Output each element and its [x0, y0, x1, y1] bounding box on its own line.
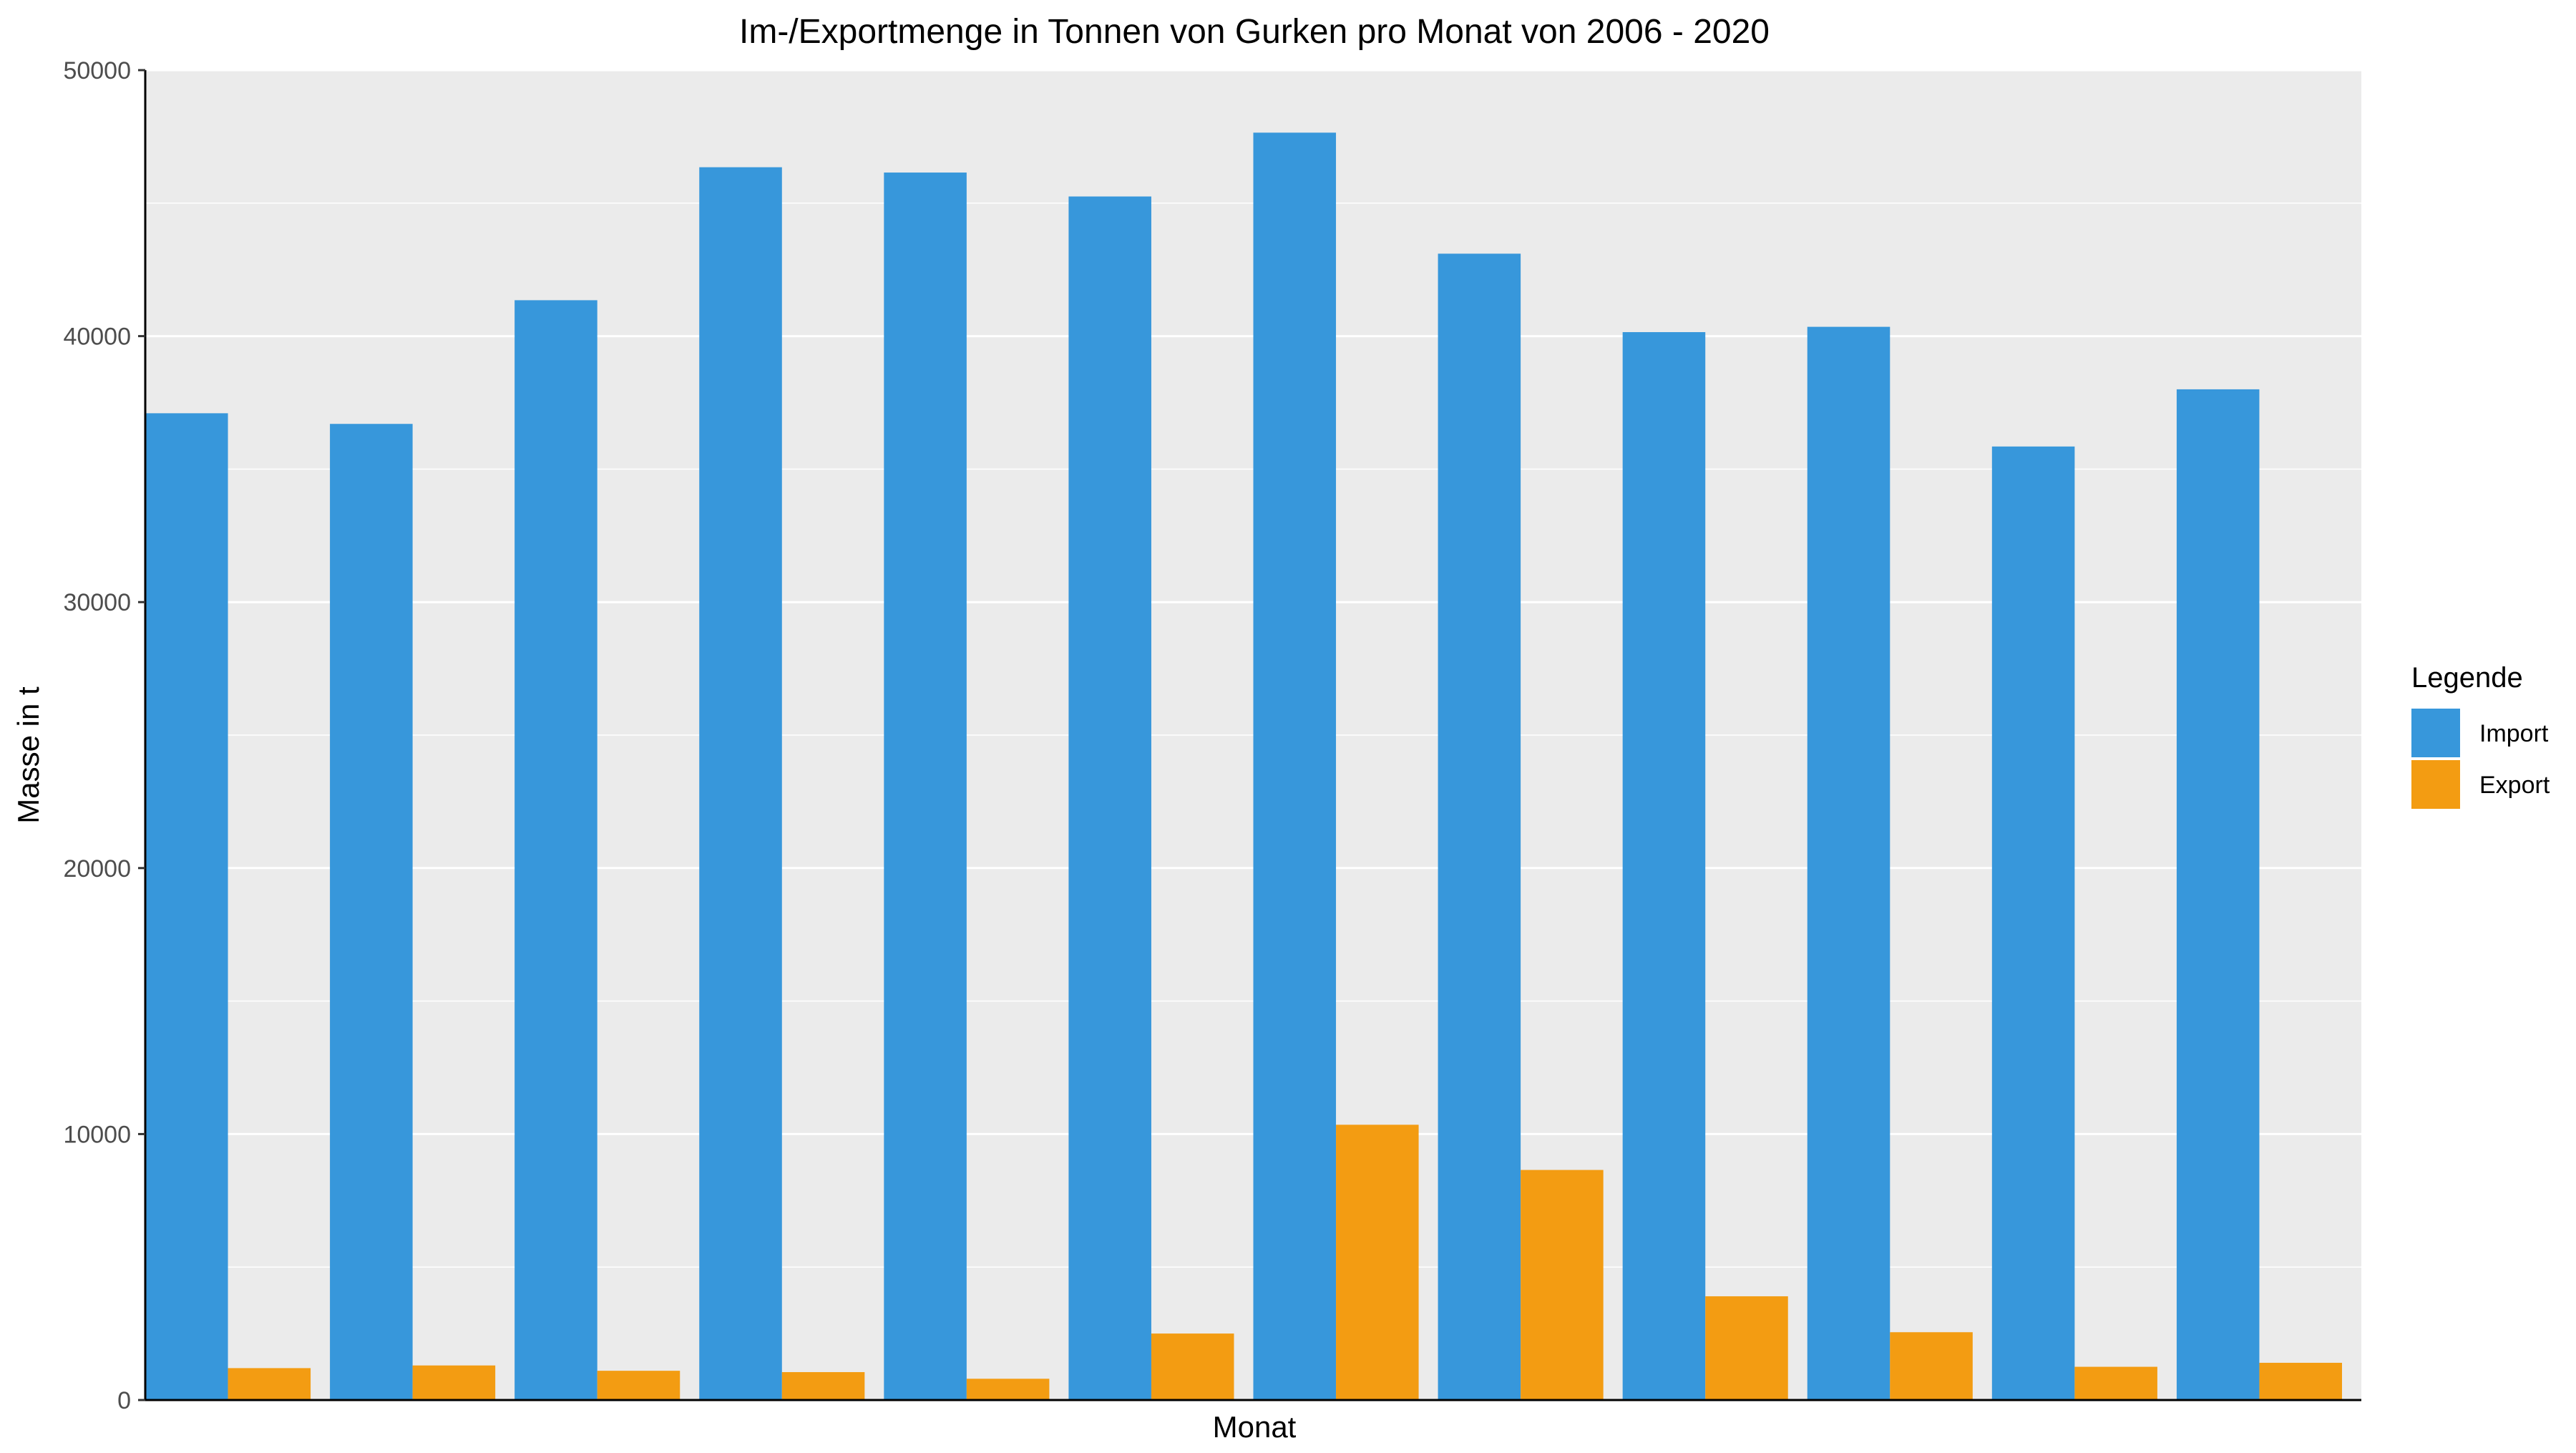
- bars: [145, 132, 2342, 1401]
- export-bar: [1336, 1124, 1419, 1400]
- y-tick-label: 20000: [63, 855, 131, 883]
- import-bar: [145, 413, 228, 1400]
- chart-title: Im-/Exportmenge in Tonnen von Gurken pro…: [739, 13, 1770, 51]
- import-bar: [1991, 446, 2075, 1401]
- y-tick-label: 40000: [63, 324, 131, 351]
- y-axis-label: Masse in t: [11, 686, 45, 824]
- import-bar: [1807, 326, 1890, 1400]
- import-bar: [1622, 332, 1706, 1400]
- y-tick-label: 0: [117, 1387, 131, 1414]
- export-bar: [966, 1379, 1050, 1400]
- export-bar: [1151, 1333, 1234, 1400]
- x-axis-label: Monat: [1213, 1410, 1297, 1444]
- y-tick-label: 30000: [63, 589, 131, 616]
- y-tick-label: 50000: [63, 57, 131, 84]
- export-bar: [1890, 1332, 1973, 1400]
- export-legend-key: [2411, 760, 2460, 809]
- import-bar: [699, 167, 782, 1400]
- import-bar: [1438, 253, 1521, 1400]
- export-bar: [412, 1365, 496, 1400]
- export-bar: [1705, 1296, 1788, 1400]
- export-bar: [1521, 1170, 1604, 1400]
- import-bar: [1068, 196, 1151, 1400]
- export-legend-label: Export: [2479, 772, 2550, 799]
- export-bar: [2259, 1362, 2342, 1400]
- legend-items: Import Export: [2411, 709, 2550, 809]
- import-bar: [2176, 389, 2260, 1401]
- export-bar: [2074, 1366, 2157, 1400]
- import-bar: [1253, 132, 1337, 1400]
- export-bar: [228, 1368, 311, 1400]
- import-legend-label: Import: [2479, 720, 2549, 747]
- import-bar: [884, 172, 967, 1400]
- export-bar: [781, 1371, 865, 1400]
- axes: [138, 69, 2361, 1401]
- legend-title: Legende: [2411, 662, 2523, 694]
- y-tick-labels: 0 10000 20000 30000 40000 50000: [63, 57, 131, 1414]
- legend: Legende Import Export: [2411, 662, 2550, 809]
- export-bar: [597, 1371, 680, 1400]
- y-tick-label: 10000: [63, 1121, 131, 1148]
- import-bar: [514, 300, 597, 1401]
- import-bar: [330, 424, 413, 1400]
- import-legend-key: [2411, 709, 2460, 757]
